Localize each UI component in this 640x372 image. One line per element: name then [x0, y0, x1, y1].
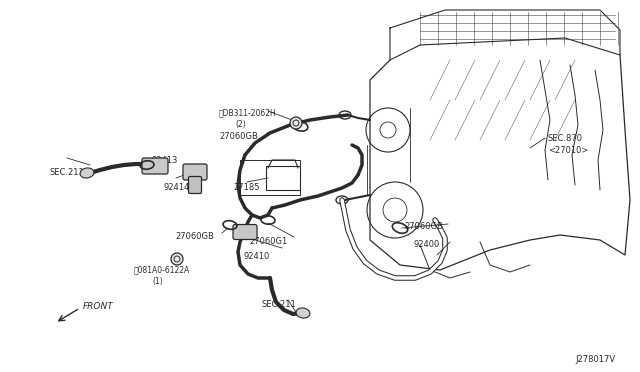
Text: SEC.211: SEC.211	[262, 300, 297, 309]
Circle shape	[290, 117, 302, 129]
Text: SEC.211: SEC.211	[50, 168, 84, 177]
Text: 92413: 92413	[152, 156, 179, 165]
Circle shape	[171, 253, 183, 265]
FancyBboxPatch shape	[142, 158, 168, 174]
Ellipse shape	[296, 308, 310, 318]
Text: 27060GB: 27060GB	[175, 232, 214, 241]
Text: (2): (2)	[235, 120, 246, 129]
FancyBboxPatch shape	[189, 176, 202, 193]
FancyBboxPatch shape	[183, 164, 207, 180]
Text: ⓍDB311-2062H: ⓍDB311-2062H	[219, 108, 276, 117]
Text: (1): (1)	[152, 277, 163, 286]
Text: 92410: 92410	[244, 252, 270, 261]
Text: 27060GB: 27060GB	[404, 222, 443, 231]
Text: 92414M: 92414M	[164, 183, 198, 192]
FancyBboxPatch shape	[233, 224, 257, 240]
Text: 92400: 92400	[414, 240, 440, 249]
Text: Ⓐ081A0-6122A: Ⓐ081A0-6122A	[134, 265, 190, 274]
Text: SEC.870: SEC.870	[548, 134, 583, 143]
Ellipse shape	[80, 168, 94, 178]
Text: FRONT: FRONT	[83, 302, 114, 311]
Text: J278017V: J278017V	[575, 355, 615, 364]
Text: <27010>: <27010>	[548, 146, 588, 155]
Text: 27060G1: 27060G1	[249, 237, 287, 246]
Text: 27185: 27185	[233, 183, 259, 192]
Text: 27060GB: 27060GB	[219, 132, 258, 141]
